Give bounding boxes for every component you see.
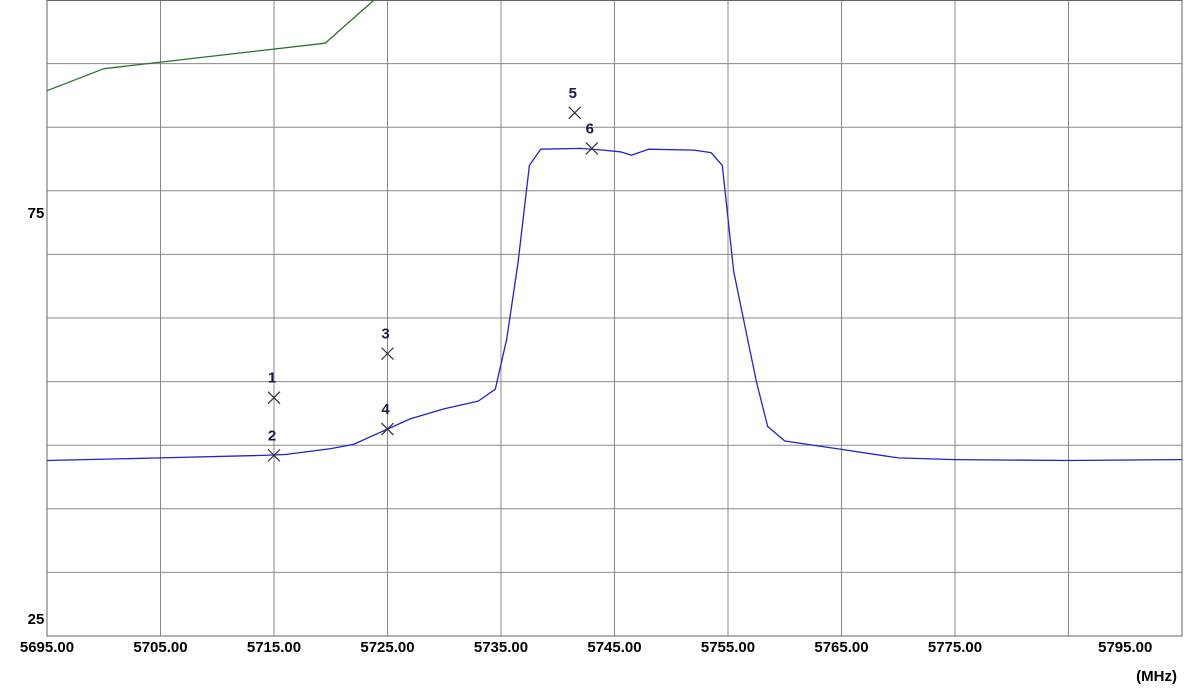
marker-label: 5 <box>569 85 577 102</box>
marker-label: 6 <box>586 120 594 137</box>
marker-2: 2 <box>267 427 281 462</box>
marker-5: 5 <box>568 85 582 120</box>
tick-labels: 5695.00 5705.00 5715.00 5725.00 5735.00 5745.… <box>20 205 1152 656</box>
y-tick-label: 75 <box>28 205 45 222</box>
series-line-2 <box>46 147 1183 462</box>
x-tick-label: 5695.00 <box>20 639 74 656</box>
x-tick-label: 5765.00 <box>814 639 868 656</box>
x-tick-label: 5715.00 <box>247 639 301 656</box>
x-tick-label: 5745.00 <box>587 639 641 656</box>
x-tick-label: 5755.00 <box>701 639 755 656</box>
y-tick-label: 25 <box>28 611 45 628</box>
marker-1: 1 <box>267 370 281 405</box>
series-lines <box>46 0 1183 462</box>
x-tick-label: 5725.00 <box>360 639 414 656</box>
plot-frame <box>46 0 1183 637</box>
x-tick-label: 5775.00 <box>928 639 982 656</box>
grid <box>46 0 1183 637</box>
marker-label: 4 <box>381 401 390 418</box>
marker-label: 3 <box>381 326 389 343</box>
markers: 1 2 3 4 5 6 <box>267 85 599 462</box>
series-line-1 <box>46 0 376 92</box>
x-tick-label: 5795.00 <box>1098 639 1152 656</box>
marker-3: 3 <box>381 326 394 361</box>
marker-label: 2 <box>268 427 276 444</box>
x-axis-unit-label: (MHz) <box>1136 668 1177 685</box>
x-tick-label: 5705.00 <box>133 639 187 656</box>
marker-6: 6 <box>585 120 599 155</box>
marker-4: 4 <box>381 401 394 436</box>
marker-label: 1 <box>268 370 276 387</box>
x-tick-label: 5735.00 <box>474 639 528 656</box>
